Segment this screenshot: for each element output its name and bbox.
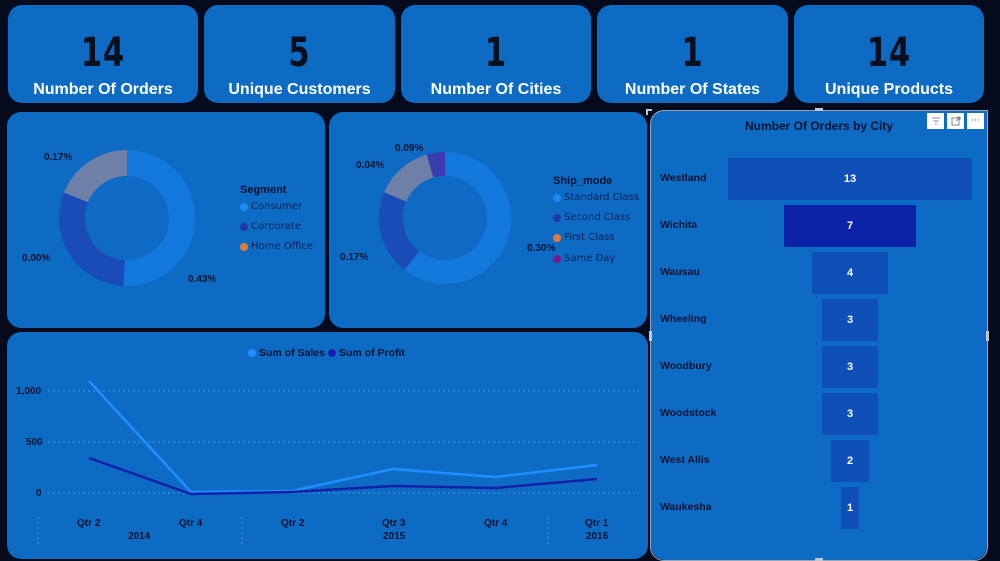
legend-item-consumer[interactable]: Consumer — [240, 201, 302, 212]
kpi-value: 5 — [288, 30, 311, 76]
y-tick: 0 — [36, 488, 42, 499]
legend-dot-icon — [553, 193, 561, 202]
resize-handle[interactable] — [646, 109, 652, 111]
kpi-value: 1 — [681, 30, 704, 76]
funnel-title: Number Of Orders by City — [744, 119, 894, 133]
legend-item-corporate[interactable]: Corporate — [240, 221, 301, 232]
funnel-city-label: Waukesha — [660, 501, 712, 513]
profit-line — [88, 456, 598, 496]
y-tick: 500 — [26, 437, 43, 448]
kpi-card-states[interactable]: 1 Number Of States — [597, 5, 788, 103]
legend-dot-icon — [240, 242, 248, 251]
resize-handle[interactable] — [646, 109, 648, 115]
funnel-city-label: Woodstock — [660, 407, 717, 419]
ship-mode-donut-card[interactable]: 0.09% 0.04% 0.17% 0.30% Ship_mode Standa… — [329, 112, 647, 328]
x-tick-quarter: Qtr 2 — [77, 518, 101, 529]
funnel-city-label: Westland — [660, 172, 707, 184]
y-tick: 1,000 — [16, 386, 42, 397]
funnel-city-label: West Allis — [660, 454, 710, 466]
donut-slice-first-class — [384, 154, 434, 202]
legend-item-profit[interactable]: Sum of Profit — [328, 347, 405, 359]
kpi-label: Unique Products — [824, 81, 953, 98]
funnel-city-label: Woodbury — [660, 360, 712, 372]
kpi-card-orders[interactable]: 14 Number Of Orders — [8, 5, 198, 103]
x-tick-quarter: Qtr 2 — [281, 518, 305, 529]
resize-handle[interactable] — [649, 331, 652, 341]
funnel-city-label: Wheeling — [660, 313, 707, 325]
donut-slice-home-office — [64, 150, 127, 203]
funnel-city-label: Wausau — [660, 266, 700, 278]
orders-by-city-funnel-card[interactable]: Number Of Orders by City ··· Westland 13… — [651, 111, 987, 560]
donut-slice-standard-class — [404, 151, 512, 284]
legend-item-same-day[interactable]: Same Day — [553, 253, 615, 264]
funnel-bar[interactable]: 4 — [812, 252, 888, 294]
funnel-city-label: Wichita — [660, 219, 698, 231]
donut-label: 0.43% — [188, 274, 217, 285]
legend-dot-icon — [328, 349, 336, 357]
donut-slice-consumer — [123, 149, 196, 286]
funnel-bar[interactable]: 3 — [822, 299, 878, 341]
kpi-value: 14 — [866, 30, 912, 76]
kpi-card-products[interactable]: 14 Unique Products — [794, 5, 984, 103]
funnel-bar[interactable]: 3 — [822, 346, 878, 388]
funnel-bar[interactable]: 7 — [784, 205, 916, 247]
donut-label: 0.30% — [527, 243, 556, 254]
line-chart-plot[interactable] — [7, 332, 648, 559]
legend-item-standard-class[interactable]: Standard Class — [553, 192, 639, 203]
donut-slice-corporate — [59, 192, 125, 286]
focus-mode-icon[interactable] — [947, 113, 964, 129]
kpi-card-cities[interactable]: 1 Number Of Cities — [401, 5, 591, 103]
filter-icon[interactable] — [927, 113, 944, 129]
sales-profit-line-card[interactable]: Sum of Sales Sum of Profit 1,000 500 0 Q… — [7, 332, 648, 559]
kpi-label: Unique Customers — [228, 81, 371, 98]
segment-donut-card[interactable]: 0.17% 0.00% 0.43% Segment Consumer Corpo… — [7, 112, 325, 328]
x-tick-year: 2016 — [586, 531, 609, 542]
donut-label: 0.00% — [22, 253, 51, 264]
kpi-label: Number Of Cities — [430, 81, 562, 98]
kpi-label: Number Of States — [624, 81, 761, 98]
legend-title: Ship_mode — [553, 175, 613, 187]
donut-label: 0.17% — [340, 252, 369, 263]
legend-title: Segment — [240, 184, 287, 196]
ship-mode-donut-chart[interactable] — [329, 112, 647, 328]
legend-dot-icon — [240, 222, 248, 231]
legend-item-second-class[interactable]: Second Class — [553, 212, 630, 223]
donut-label: 0.04% — [356, 160, 385, 171]
funnel-bar[interactable]: 13 — [728, 158, 972, 200]
x-tick-quarter: Qtr 1 — [585, 518, 609, 529]
kpi-value: 1 — [484, 30, 508, 76]
kpi-value: 14 — [80, 30, 126, 76]
legend-item-first-class[interactable]: First Class — [553, 232, 615, 243]
donut-label: 0.09% — [395, 143, 424, 154]
x-tick-year: 2014 — [128, 531, 151, 542]
resize-handle[interactable] — [815, 108, 823, 111]
funnel-bar[interactable]: 3 — [822, 393, 878, 435]
funnel-bar[interactable]: 2 — [831, 440, 869, 482]
x-tick-quarter: Qtr 3 — [382, 518, 406, 529]
kpi-label: Number Of Orders — [33, 81, 173, 98]
legend-dot-icon — [553, 213, 561, 222]
legend-dot-icon — [240, 202, 248, 211]
funnel-bar[interactable]: 1 — [841, 487, 859, 529]
donut-label: 0.17% — [44, 152, 73, 163]
donut-slice-second-class — [378, 192, 420, 270]
kpi-card-customers[interactable]: 5 Unique Customers — [204, 5, 395, 103]
x-tick-year: 2015 — [383, 531, 406, 542]
segment-donut-chart[interactable] — [7, 112, 325, 328]
visual-selection-frame — [650, 110, 988, 561]
legend-item-home-office[interactable]: Home Office — [240, 241, 313, 252]
sales-line — [88, 380, 598, 494]
donut-slice-same-day — [426, 152, 445, 178]
legend-dot-icon — [553, 254, 561, 263]
legend-dot-icon — [248, 349, 256, 357]
resize-handle[interactable] — [986, 331, 989, 341]
x-tick-quarter: Qtr 4 — [179, 518, 203, 529]
legend-item-sales[interactable]: Sum of Sales — [248, 347, 325, 359]
resize-handle[interactable] — [815, 558, 823, 561]
x-tick-quarter: Qtr 4 — [484, 518, 508, 529]
legend-dot-icon — [553, 233, 561, 242]
